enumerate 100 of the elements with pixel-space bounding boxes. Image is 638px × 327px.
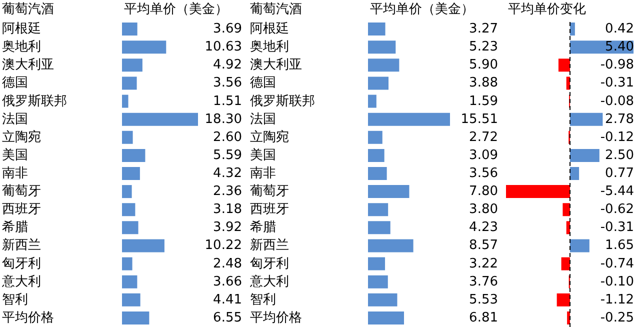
bar xyxy=(368,293,398,306)
y-tick-label: 希腊 xyxy=(250,220,276,236)
data-label: 2.60 xyxy=(213,130,242,145)
data-label: 3.92 xyxy=(213,220,242,236)
bar xyxy=(368,257,386,270)
bar xyxy=(122,167,140,180)
data-label: 4.23 xyxy=(469,220,498,236)
y-tick-label: 平均价格 xyxy=(2,310,54,326)
y-tick-label: 德国 xyxy=(250,76,276,91)
data-label: 1.51 xyxy=(213,94,242,109)
bar xyxy=(368,275,388,288)
data-label: -0.31 xyxy=(600,220,634,236)
data-label: 3.09 xyxy=(469,148,498,163)
data-label: 4.41 xyxy=(213,292,242,308)
y-tick-label: 法国 xyxy=(250,112,276,127)
data-label: 18.30 xyxy=(204,112,242,127)
y-tick-label: 希腊 xyxy=(2,220,28,236)
data-label: -0.25 xyxy=(600,310,634,326)
bar xyxy=(368,148,384,162)
bar xyxy=(368,76,389,90)
data-label: 4.92 xyxy=(213,58,242,73)
y-tick-label: 澳大利亚 xyxy=(250,58,302,73)
data-label: 6.55 xyxy=(213,310,242,326)
y-tick-label: 俄罗斯联邦 xyxy=(250,94,315,109)
data-label: 0.77 xyxy=(605,166,634,181)
bar xyxy=(570,239,590,252)
data-label: 3.88 xyxy=(469,76,498,91)
data-label: 5.59 xyxy=(213,148,242,163)
bar xyxy=(368,58,400,72)
bar xyxy=(122,112,198,126)
data-label: -0.12 xyxy=(600,130,634,145)
data-label: -0.10 xyxy=(600,274,634,290)
data-label: 5.23 xyxy=(469,40,498,55)
bar xyxy=(122,275,138,288)
data-label: 7.80 xyxy=(469,184,498,200)
data-label: -0.74 xyxy=(600,256,634,272)
y-tick-label: 葡萄牙 xyxy=(250,184,289,200)
bar xyxy=(368,94,376,108)
data-label: -0.62 xyxy=(600,202,634,218)
data-label: 3.76 xyxy=(469,274,498,290)
bar xyxy=(368,221,390,234)
bar xyxy=(122,148,146,162)
y-tick-label: 意大利 xyxy=(249,274,289,290)
data-label: 2.72 xyxy=(469,130,498,145)
data-label: 2.50 xyxy=(605,148,634,163)
data-label: 5.53 xyxy=(469,292,498,308)
data-label: -0.08 xyxy=(600,94,634,109)
bar xyxy=(558,58,570,72)
data-label: 3.69 xyxy=(213,22,242,37)
y-tick-label: 法国 xyxy=(2,112,28,127)
data-label: 6.81 xyxy=(469,310,498,326)
bar xyxy=(570,148,600,162)
data-label: 3.56 xyxy=(213,76,242,91)
y-tick-label: 奥地利 xyxy=(2,40,41,55)
bar xyxy=(368,112,450,126)
bar xyxy=(368,185,410,198)
bar xyxy=(561,257,570,270)
data-label: 10.22 xyxy=(204,238,242,254)
y-tick-label: 立陶宛 xyxy=(2,128,41,145)
y-tick-label: 德国 xyxy=(2,76,28,91)
data-label: 1.65 xyxy=(605,238,634,254)
bar xyxy=(506,185,570,198)
y-tick-label: 立陶宛 xyxy=(250,128,289,145)
bar xyxy=(368,40,396,54)
data-label: 2.36 xyxy=(213,184,242,200)
bar xyxy=(368,203,388,216)
y-tick-label: 阿根廷 xyxy=(2,22,41,37)
y-tick-label: 葡萄牙 xyxy=(2,184,41,200)
data-label: 3.80 xyxy=(469,202,498,218)
chart-title: 平均单价（美金） xyxy=(124,1,228,19)
y-axis-title: 葡萄汽酒 xyxy=(2,1,54,19)
bar xyxy=(122,257,132,270)
bar xyxy=(570,22,575,36)
chart-title: 平均单价（美金） xyxy=(370,1,474,19)
bar xyxy=(567,311,570,324)
y-tick-label: 匈牙利 xyxy=(250,256,289,272)
bar xyxy=(122,311,150,324)
bar xyxy=(122,203,136,216)
y-tick-label: 阿根廷 xyxy=(250,22,289,37)
bar xyxy=(122,239,164,252)
data-label: 3.22 xyxy=(469,256,498,272)
data-label: 15.51 xyxy=(460,112,498,127)
y-tick-label: 西班牙 xyxy=(2,202,41,218)
bar xyxy=(122,130,133,144)
y-tick-label: 美国 xyxy=(250,146,276,163)
bar xyxy=(556,293,570,306)
bar xyxy=(368,311,404,324)
y-tick-label: 南非 xyxy=(2,166,28,181)
data-label: 1.59 xyxy=(469,94,498,109)
data-label: 3.56 xyxy=(469,166,498,181)
bar xyxy=(122,94,128,108)
y-tick-label: 南非 xyxy=(250,166,276,181)
y-tick-label: 西班牙 xyxy=(250,202,289,218)
y-tick-label: 新西兰 xyxy=(250,238,289,254)
y-tick-label: 意大利 xyxy=(1,274,41,290)
bar xyxy=(122,185,132,198)
bar xyxy=(122,58,142,72)
data-label: 5.40 xyxy=(605,40,634,55)
bar xyxy=(368,167,387,180)
data-label: 8.57 xyxy=(469,238,498,254)
